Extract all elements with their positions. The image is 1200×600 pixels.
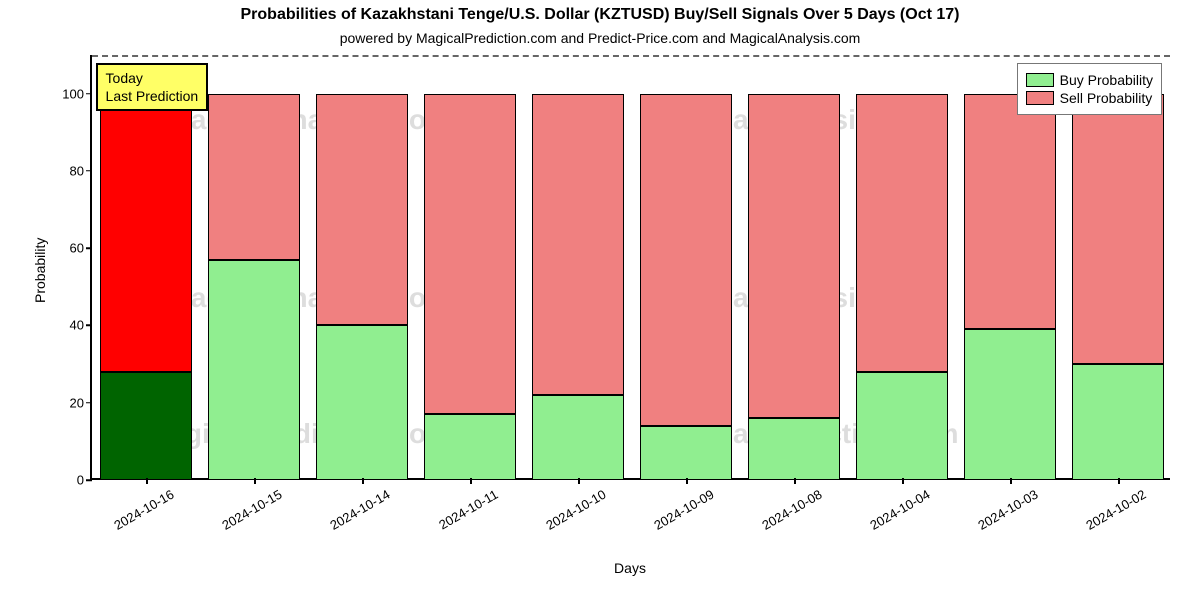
bar-sell bbox=[532, 94, 625, 395]
bar-buy bbox=[208, 260, 301, 480]
legend-swatch bbox=[1026, 73, 1054, 87]
bar-sell bbox=[748, 94, 841, 419]
bar-buy bbox=[856, 372, 949, 480]
legend-item: Buy Probability bbox=[1026, 72, 1153, 88]
bar-sell bbox=[424, 94, 517, 415]
bar-buy bbox=[316, 325, 409, 480]
bar-buy bbox=[964, 329, 1057, 480]
x-tick-label: 2024-10-11 bbox=[431, 478, 500, 532]
x-axis-label: Days bbox=[90, 560, 1170, 576]
bar-buy bbox=[640, 426, 733, 480]
x-tick-label: 2024-10-10 bbox=[538, 478, 608, 533]
chart-container: Probabilities of Kazakhstani Tenge/U.S. … bbox=[0, 0, 1200, 600]
bar-buy bbox=[532, 395, 625, 480]
bar-sell bbox=[316, 94, 409, 326]
legend-swatch bbox=[1026, 91, 1054, 105]
bar-sell bbox=[640, 94, 733, 426]
x-tick-label: 2024-10-04 bbox=[862, 478, 932, 533]
x-tick-mark bbox=[578, 478, 580, 484]
bar-buy bbox=[100, 372, 193, 480]
y-tick-mark bbox=[86, 479, 92, 481]
legend-label: Sell Probability bbox=[1060, 90, 1153, 106]
x-tick-label: 2024-10-09 bbox=[646, 478, 716, 533]
y-axis-label: Probability bbox=[32, 237, 48, 302]
x-tick-label: 2024-10-03 bbox=[970, 478, 1040, 533]
x-tick-label: 2024-10-08 bbox=[754, 478, 824, 533]
plot-area: 020406080100MagicalAnalysis.comMagicalAn… bbox=[90, 55, 1170, 480]
x-tick-label: 2024-10-02 bbox=[1078, 478, 1148, 533]
x-tick-mark bbox=[686, 478, 688, 484]
x-tick-label: 2024-10-15 bbox=[214, 478, 284, 533]
chart-title: Probabilities of Kazakhstani Tenge/U.S. … bbox=[0, 6, 1200, 24]
x-tick-mark bbox=[146, 478, 148, 484]
y-tick-mark bbox=[86, 402, 92, 404]
x-tick-mark bbox=[902, 478, 904, 484]
bar-sell bbox=[100, 94, 193, 372]
y-tick-mark bbox=[86, 170, 92, 172]
x-tick-mark bbox=[794, 478, 796, 484]
x-tick-mark bbox=[362, 478, 364, 484]
legend-item: Sell Probability bbox=[1026, 90, 1153, 106]
x-tick-mark bbox=[470, 478, 472, 484]
x-tick-mark bbox=[1118, 478, 1120, 484]
target-line bbox=[92, 55, 1170, 57]
legend-label: Buy Probability bbox=[1060, 72, 1153, 88]
bar-buy bbox=[424, 414, 517, 480]
x-tick-mark bbox=[1010, 478, 1012, 484]
x-tick-label: 2024-10-14 bbox=[322, 478, 392, 533]
y-tick-mark bbox=[86, 93, 92, 95]
legend: Buy Probability Sell Probability bbox=[1017, 63, 1162, 115]
bar-sell bbox=[208, 94, 301, 260]
bar-sell bbox=[964, 94, 1057, 330]
y-tick-mark bbox=[86, 325, 92, 327]
x-tick-label: 2024-10-16 bbox=[106, 478, 176, 533]
chart-subtitle: powered by MagicalPrediction.com and Pre… bbox=[0, 30, 1200, 46]
today-annotation: Today Last Prediction bbox=[96, 63, 209, 111]
bar-buy bbox=[1072, 364, 1165, 480]
x-tick-mark bbox=[254, 478, 256, 484]
bar-sell bbox=[1072, 94, 1165, 364]
bar-buy bbox=[748, 418, 841, 480]
bar-sell bbox=[856, 94, 949, 372]
y-tick-mark bbox=[86, 247, 92, 249]
